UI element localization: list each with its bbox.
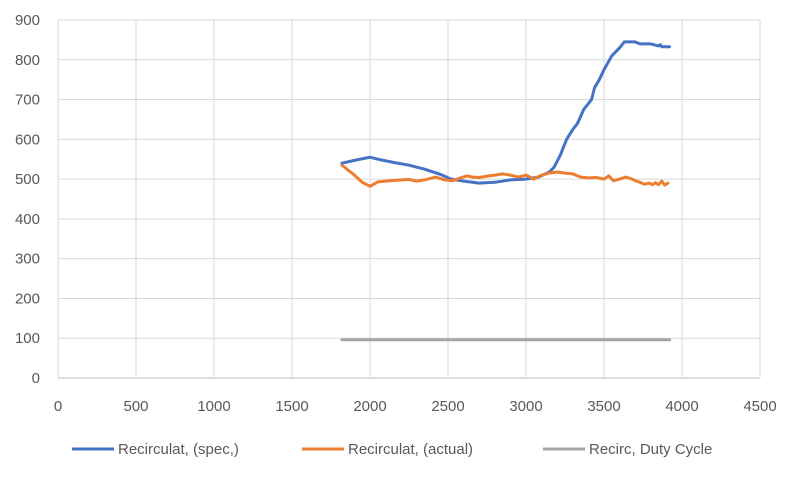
- x-tick-label: 4000: [665, 398, 698, 415]
- y-tick-label: 500: [15, 171, 40, 188]
- series-line-2: [340, 163, 670, 188]
- y-tick-label: 0: [32, 370, 40, 387]
- legend-label-3: Recirc, Duty Cycle: [589, 441, 712, 458]
- y-tick-label: 100: [15, 330, 40, 347]
- x-tick-label: 2500: [431, 398, 464, 415]
- x-tick-label: 3000: [509, 398, 542, 415]
- x-tick-label: 1000: [197, 398, 230, 415]
- x-tick-label: 1500: [275, 398, 308, 415]
- y-tick-label: 700: [15, 92, 40, 109]
- y-tick-label: 800: [15, 52, 40, 69]
- x-tick-label: 500: [123, 398, 148, 415]
- series-lines: [340, 40, 671, 342]
- y-tick-label: 400: [15, 211, 40, 228]
- x-tick-label: 3500: [587, 398, 620, 415]
- axis-tick-labels: 0 100 200 300 400 500 600 700 800 900 0 500 1000 1500…: [15, 12, 777, 415]
- y-tick-label: 900: [15, 12, 40, 29]
- x-tick-label: 4500: [743, 398, 776, 415]
- y-tick-label: 200: [15, 290, 40, 307]
- y-tick-label: 300: [15, 251, 40, 268]
- legend-label-2: Recirculat, (actual): [348, 441, 473, 458]
- legend: Recirculat, (spec,) Recirculat, (actual) R…: [72, 441, 712, 458]
- x-tick-label: 0: [54, 398, 62, 415]
- legend-label-1: Recirculat, (spec,): [118, 441, 239, 458]
- y-tick-label: 600: [15, 131, 40, 148]
- series-line-1: [340, 40, 671, 185]
- x-tick-label: 2000: [353, 398, 386, 415]
